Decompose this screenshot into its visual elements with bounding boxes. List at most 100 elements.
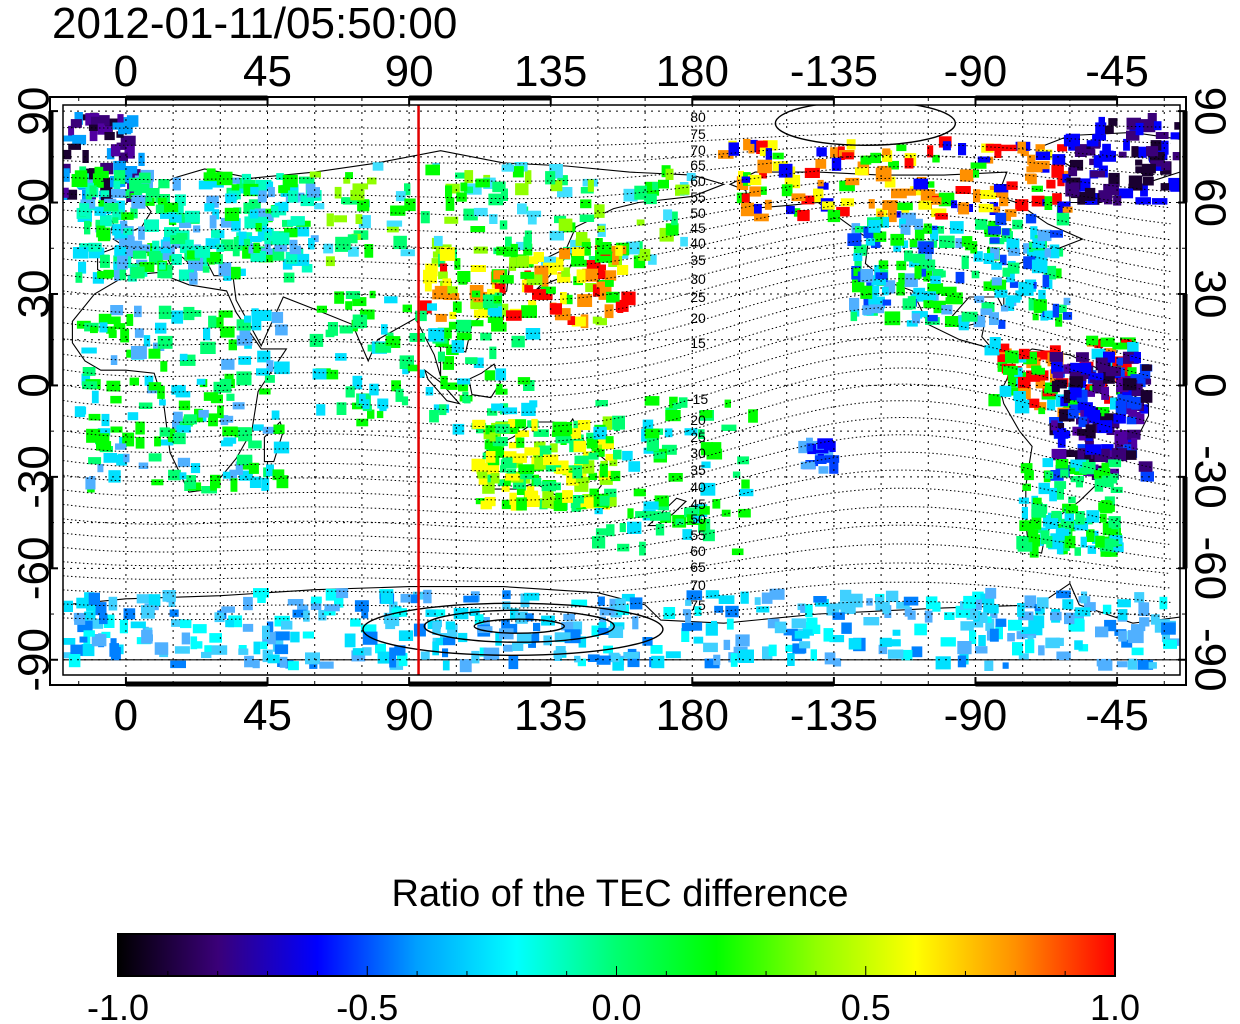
- tec-cell: [759, 147, 769, 156]
- tec-cell: [350, 618, 361, 627]
- tec-cell: [289, 245, 302, 255]
- tec-cell: [126, 115, 139, 127]
- tec-cell: [711, 442, 722, 451]
- tec-cell: [266, 360, 274, 372]
- tec-cell: [832, 612, 845, 620]
- tec-cell: [594, 507, 603, 515]
- tec-cell: [521, 305, 537, 318]
- tec-cell: [113, 170, 126, 184]
- tec-cell: [1060, 469, 1069, 478]
- tec-cell: [901, 240, 909, 249]
- tec-cell: [984, 660, 994, 671]
- tec-cell: [464, 170, 474, 184]
- tec-cell: [957, 641, 972, 655]
- tec-cell: [420, 651, 430, 660]
- tec-cell: [523, 236, 532, 250]
- tec-cell: [100, 255, 110, 268]
- tec-cell: [94, 206, 107, 216]
- tec-cell: [434, 285, 448, 294]
- tec-cell: [678, 397, 688, 408]
- tec-cell: [1002, 231, 1013, 242]
- tec-cell: [126, 313, 134, 326]
- tec-cell: [352, 183, 369, 190]
- tec-cell: [489, 432, 496, 442]
- tec-cell: [1064, 612, 1075, 625]
- tec-cell: [473, 207, 488, 217]
- tec-cell: [112, 217, 119, 224]
- tec-cell: [477, 471, 488, 479]
- tec-cell: [1023, 243, 1031, 254]
- tec-cell: [1102, 604, 1112, 615]
- tec-cell: [1072, 613, 1084, 624]
- tec-cell: [384, 296, 398, 304]
- tec-cell: [110, 426, 123, 433]
- colorbar: -1.0 -0.5 0.0 0.5 1.0: [87, 933, 1140, 1024]
- tec-cell: [1055, 379, 1067, 389]
- tec-cell: [883, 280, 896, 294]
- tec-cell: [800, 461, 816, 470]
- tec-cell: [107, 316, 121, 325]
- tec-cell: [381, 324, 388, 335]
- lat-tick-label-left: 30: [10, 270, 59, 319]
- tec-cell: [298, 176, 315, 184]
- tec-cell: [103, 453, 118, 463]
- tec-cell: [334, 215, 347, 223]
- tec-cell: [484, 463, 500, 475]
- tec-cell: [632, 616, 639, 630]
- tec-cell: [966, 607, 979, 620]
- tec-cell: [173, 432, 186, 445]
- tec-cell: [515, 183, 529, 196]
- tec-cell: [505, 236, 512, 247]
- tec-cell: [292, 609, 307, 618]
- tec-cell: [231, 218, 241, 232]
- tec-cell: [96, 441, 112, 451]
- tec-cell: [148, 382, 162, 391]
- tec-cell: [148, 594, 161, 607]
- tec-cell: [90, 116, 101, 129]
- tec-cell: [627, 508, 634, 519]
- tec-cell: [423, 589, 432, 604]
- tec-cell: [999, 343, 1010, 353]
- tec-cell: [699, 519, 706, 531]
- tec-cell: [249, 476, 262, 488]
- tec-cell: [1080, 536, 1087, 548]
- tec-cell: [114, 246, 127, 257]
- tec-cell: [520, 472, 534, 480]
- tec-cell: [939, 235, 955, 249]
- tec-cell: [648, 254, 657, 265]
- tec-cell: [609, 497, 617, 507]
- tec-cell: [567, 316, 576, 325]
- tec-cell: [442, 356, 454, 370]
- tec-cell: [932, 602, 941, 612]
- tec-cell: [503, 644, 513, 652]
- tec-cell: [1075, 511, 1085, 525]
- tec-cell: [639, 248, 651, 261]
- contour-label: 80: [690, 109, 706, 125]
- tec-cell: [918, 268, 926, 277]
- tec-cell: [132, 250, 147, 259]
- tec-cell: [930, 230, 939, 241]
- tec-cell: [126, 138, 134, 146]
- tec-cell: [935, 213, 948, 220]
- tec-cell: [1051, 420, 1058, 431]
- tec-cell: [684, 428, 698, 436]
- tec-cell: [840, 589, 852, 602]
- tec-cell: [884, 176, 896, 188]
- tec-cell: [571, 316, 586, 327]
- tec-cell: [875, 272, 888, 282]
- tec-cell: [488, 193, 504, 206]
- tec-cell: [413, 623, 426, 637]
- tec-cell: [427, 303, 437, 311]
- tec-cell: [1098, 116, 1105, 125]
- tec-cell: [222, 471, 231, 479]
- tec-cell: [1006, 181, 1018, 190]
- tec-cell: [526, 486, 535, 494]
- tec-cell: [1043, 515, 1051, 527]
- tec-cell: [1057, 438, 1066, 448]
- tec-cell: [754, 597, 761, 605]
- tec-cell: [836, 206, 850, 217]
- tec-cell: [106, 380, 121, 392]
- tec-cell: [718, 150, 734, 159]
- tec-cell: [1056, 590, 1071, 599]
- tec-cell: [1021, 626, 1037, 634]
